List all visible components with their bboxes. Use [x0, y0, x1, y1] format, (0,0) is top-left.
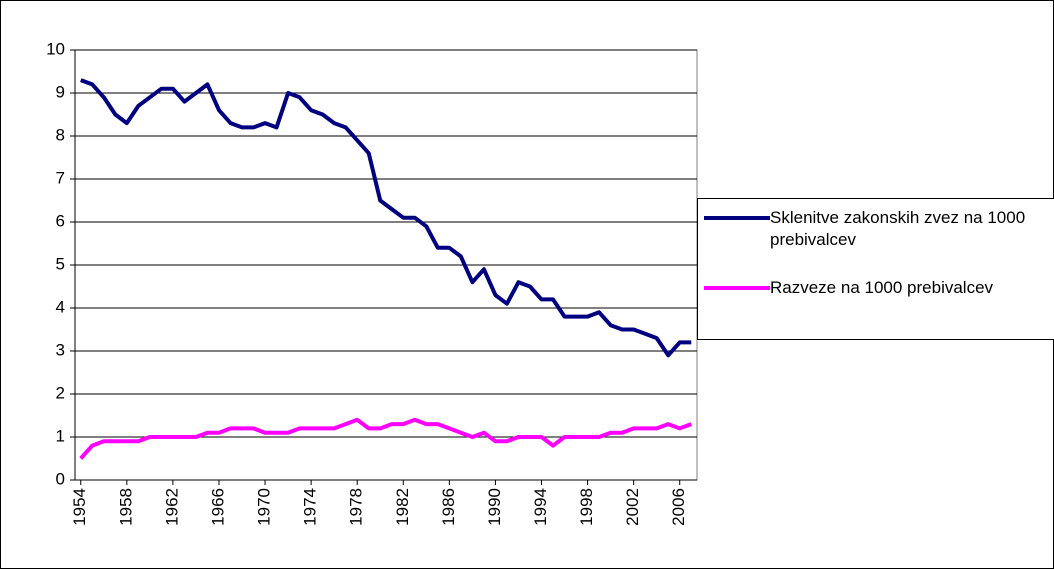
x-tick-label: 1994	[531, 488, 550, 526]
y-tick-label: 10	[46, 39, 65, 58]
y-tick-label: 5	[56, 254, 65, 273]
legend-item: Sklenitve zakonskih zvez na 1000 prebiva…	[704, 207, 1054, 251]
y-tick-label: 9	[56, 82, 65, 101]
y-tick-label: 4	[56, 297, 65, 316]
legend-label: Sklenitve zakonskih zvez na 1000 prebiva…	[770, 208, 1026, 249]
x-tick-label: 1962	[162, 488, 181, 526]
x-tick-label: 1990	[485, 488, 504, 526]
legend-item: Razveze na 1000 prebivalcev	[704, 277, 1054, 299]
x-tick-label: 1978	[347, 488, 366, 526]
y-tick-label: 8	[56, 125, 65, 144]
legend-swatch	[704, 286, 770, 290]
y-tick-label: 3	[56, 340, 65, 359]
y-tick-label: 1	[56, 426, 65, 445]
series-line	[80, 78, 692, 358]
x-tick-label: 1974	[301, 488, 320, 526]
y-tick-label: 6	[56, 211, 65, 230]
x-tick-label: 1998	[577, 488, 596, 526]
x-tick-label: 1970	[255, 488, 274, 526]
x-tick-label: 2006	[669, 488, 688, 526]
x-tick-label: 1954	[70, 488, 89, 526]
legend-swatch	[704, 216, 770, 220]
x-tick-label: 1966	[208, 488, 227, 526]
x-tick-label: 2002	[623, 488, 642, 526]
legend: Sklenitve zakonskih zvez na 1000 prebiva…	[697, 198, 1054, 340]
x-tick-label: 1986	[439, 488, 458, 526]
y-tick-label: 0	[56, 469, 65, 488]
legend-label: Razveze na 1000 prebivalcev	[770, 278, 994, 297]
y-tick-label: 7	[56, 168, 65, 187]
x-tick-label: 1982	[393, 488, 412, 526]
x-tick-label: 1958	[116, 488, 135, 526]
y-tick-label: 2	[56, 383, 65, 402]
series-line	[79, 417, 692, 460]
